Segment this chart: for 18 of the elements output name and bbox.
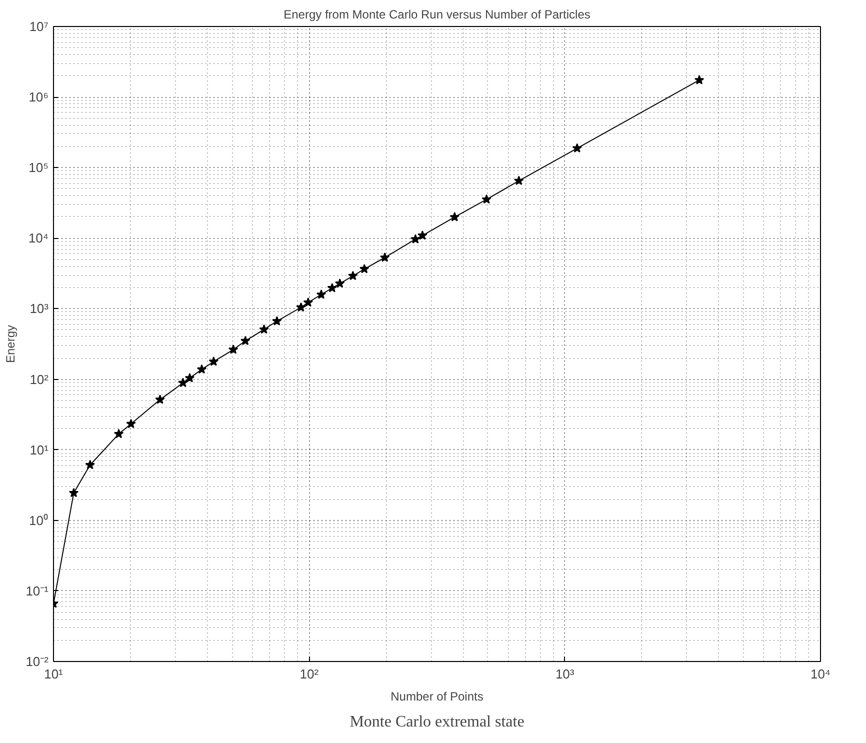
- x-axis-title: Number of Points: [390, 690, 484, 704]
- y-tick-label: 10⁰: [29, 512, 49, 528]
- y-tick-label: 10⁶: [28, 90, 48, 105]
- y-tick-label: 10⁷: [29, 19, 49, 34]
- y-tick-label: 10⁻¹: [26, 583, 50, 598]
- y-axis-title: Energy: [4, 324, 18, 364]
- y-tick-label: 10²: [30, 372, 50, 387]
- x-tick-label: 10²: [300, 666, 320, 682]
- x-tick-label: 10¹: [44, 666, 64, 682]
- y-tick-label: 10⁴: [28, 230, 48, 246]
- x-tick-label: 10⁴: [810, 666, 831, 682]
- chart-title: Energy from Monte Carlo Run versus Number of Particles: [284, 8, 590, 22]
- x-tick-label: 10³: [555, 666, 575, 682]
- y-tick-label: 10³: [30, 301, 50, 316]
- y-tick-label: 10⁵: [28, 160, 49, 176]
- y-tick-label: 10¹: [30, 442, 50, 458]
- y-tick-label: 10⁻²: [26, 654, 50, 669]
- text: Monte Carlo extremal state: [350, 714, 524, 730]
